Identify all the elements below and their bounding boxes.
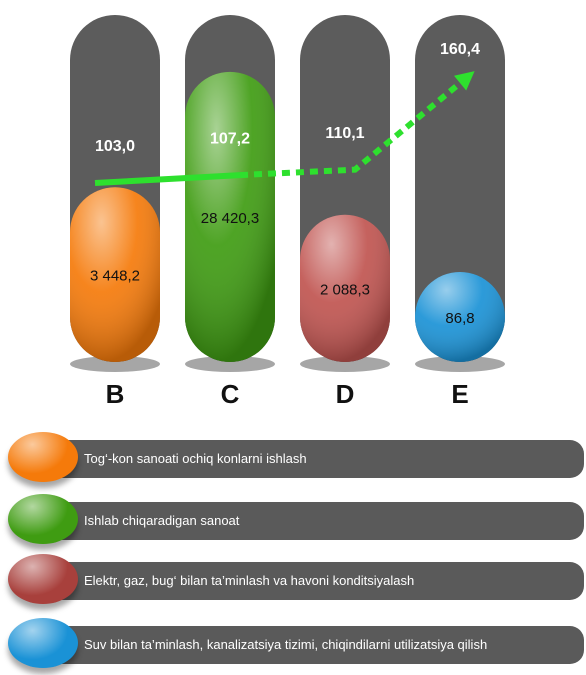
- legend-entry: Ishlab chiqaradigan sanoat: [0, 492, 586, 548]
- legend-bar: [42, 502, 584, 540]
- value-label: 2 088,3: [320, 281, 370, 298]
- index-label: 107,2: [210, 130, 250, 147]
- legend: Tog‘-kon sanoati ochiq konlarni ishlash I…: [0, 430, 586, 675]
- index-label: 103,0: [95, 138, 135, 155]
- arrow-head: [454, 71, 475, 91]
- legend-entry: Suv bilan ta’minlash, kanalizatsiya tizi…: [0, 616, 586, 672]
- column-track: [415, 15, 505, 362]
- pill-shadow: [70, 356, 160, 372]
- legend-swatch: [8, 494, 78, 544]
- legend-swatch: [8, 618, 78, 668]
- legend-label: Ishlab chiqaradigan sanoat: [84, 513, 240, 528]
- value-label: 3 448,2: [90, 268, 140, 285]
- pill-shadow: [300, 356, 390, 372]
- category-label: D: [336, 379, 355, 409]
- index-line-solid: [94, 172, 241, 186]
- legend-label: Elektr, gaz, bug‘ bilan ta’minlash va ha…: [84, 573, 415, 588]
- legend-entry: Tog‘-kon sanoati ochiq konlarni ishlash: [0, 430, 586, 486]
- legend-label: Suv bilan ta’minlash, kanalizatsiya tizi…: [84, 637, 488, 652]
- pill-shine: [185, 71, 275, 363]
- pill-shine: [415, 272, 505, 362]
- value-label: 86,8: [445, 310, 474, 327]
- legend-label: Tog‘-kon sanoati ochiq konlarni ishlash: [84, 451, 307, 466]
- chart: 3 448,2 B 28 420,3 C 2 088,3 D 86,8 E 103,0 107,2…: [70, 15, 505, 409]
- index-line-dotted: [239, 72, 472, 179]
- legend-swatch: [8, 554, 78, 604]
- pill-shine: [300, 214, 390, 362]
- value-label: 28 420,3: [201, 210, 259, 227]
- legend-bar: [42, 626, 584, 664]
- pill-shine: [70, 187, 160, 362]
- legend-swatch: [8, 432, 78, 482]
- index-label: 110,1: [325, 125, 364, 142]
- category-label: C: [221, 379, 240, 409]
- category-label: B: [106, 379, 125, 409]
- legend-bar: [42, 440, 584, 478]
- category-label: E: [451, 379, 468, 409]
- legend-bar: [42, 562, 584, 600]
- legend-entry: Elektr, gaz, bug‘ bilan ta’minlash va ha…: [0, 552, 586, 608]
- pill-shadow: [185, 356, 275, 372]
- index-label: 160,4: [440, 41, 480, 58]
- pill-shadow: [415, 356, 505, 372]
